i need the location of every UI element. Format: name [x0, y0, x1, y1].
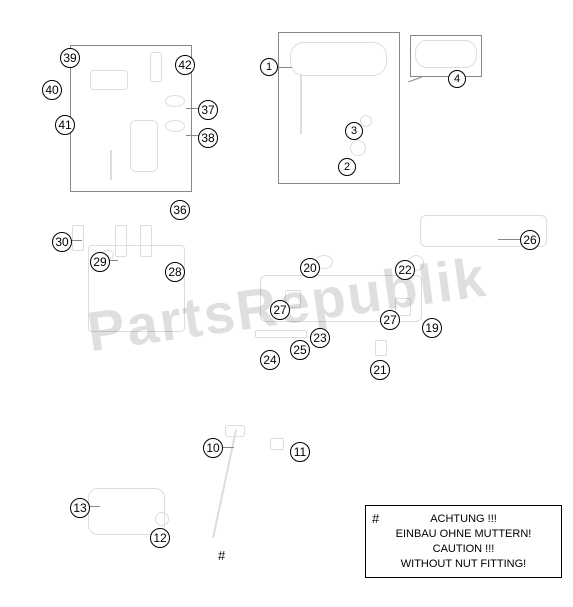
callout-4: 4	[448, 70, 466, 88]
callout-number: 27	[380, 310, 400, 330]
callout-40: 40	[42, 80, 62, 100]
caution-hash: #	[372, 510, 379, 528]
callout-28: 28	[165, 262, 185, 282]
callout-30: 30	[52, 232, 72, 252]
callout-number: 10	[203, 438, 223, 458]
part-nut-21	[375, 340, 387, 356]
callout-25: 25	[290, 340, 310, 360]
callout-24: 24	[260, 350, 280, 370]
leader	[498, 239, 520, 240]
callout-number: 42	[175, 55, 195, 75]
part-bolt-24	[255, 330, 307, 338]
part-cable-connector	[225, 425, 245, 437]
callout-27: 27	[380, 310, 400, 330]
callout-37: 37	[198, 100, 218, 120]
callout-number: 26	[520, 230, 540, 250]
callout-20: 20	[300, 258, 320, 278]
callout-13: 13	[70, 498, 90, 518]
callout-number: 1	[260, 58, 278, 76]
callout-number: 24	[260, 350, 280, 370]
callout-number: 41	[55, 115, 75, 135]
part-ignition-wire	[110, 150, 112, 180]
diagram-canvas: { "watermark": { "text": "PartsRepublik"…	[0, 0, 573, 607]
part-bolt-30	[72, 225, 84, 251]
callout-38: 38	[198, 128, 218, 148]
callout-number: 12	[150, 528, 170, 548]
callout-number: 19	[422, 318, 442, 338]
callout-39: 39	[60, 48, 80, 68]
callout-2: 2	[338, 158, 356, 176]
callout-22: 22	[395, 260, 415, 280]
caution-line4: WITHOUT NUT FITTING!	[376, 557, 551, 572]
callout-11: 11	[290, 442, 310, 462]
callout-number: 22	[395, 260, 415, 280]
callout-3: 3	[345, 122, 363, 140]
part-clip-11	[270, 438, 284, 450]
callout-number: 40	[42, 80, 62, 100]
part-gauge-body	[290, 42, 387, 76]
callout-29: 29	[90, 252, 110, 272]
callout-36: 36	[170, 200, 190, 220]
caution-line1: ACHTUNG !!!	[376, 512, 551, 527]
callout-number: 20	[300, 258, 320, 278]
part-washer-37	[165, 95, 185, 107]
callout-12: 12	[150, 528, 170, 548]
part-bolt-28b	[140, 225, 152, 257]
part-gauge-cover	[415, 40, 477, 68]
callout-number: 3	[345, 122, 363, 140]
leader	[278, 67, 292, 68]
part-grommet-12	[155, 512, 169, 526]
part-lock-barrel	[90, 70, 128, 90]
callout-number: 36	[170, 200, 190, 220]
callout-26: 26	[520, 230, 540, 250]
callout-number: 37	[198, 100, 218, 120]
callout-number: 13	[70, 498, 90, 518]
callout-42: 42	[175, 55, 195, 75]
callout-19: 19	[422, 318, 442, 338]
callout-number: 30	[52, 232, 72, 252]
callout-21: 21	[370, 360, 390, 380]
callout-number: 4	[448, 70, 466, 88]
callout-number: 25	[290, 340, 310, 360]
callout-number: 2	[338, 158, 356, 176]
callout-1: 1	[260, 58, 278, 76]
part-gauge-magnet	[350, 140, 366, 156]
callout-number: 11	[290, 442, 310, 462]
part-key	[150, 52, 162, 82]
callout-23: 23	[310, 328, 330, 348]
part-bolt-28a	[115, 225, 127, 257]
callout-number: 21	[370, 360, 390, 380]
part-gauge-wire	[300, 74, 302, 134]
part-washer-38	[165, 120, 185, 132]
caution-line2: EINBAU OHNE MUTTERN!	[376, 527, 551, 542]
callout-number: 27	[270, 300, 290, 320]
callout-number: 23	[310, 328, 330, 348]
callout-41: 41	[55, 115, 75, 135]
callout-number: 39	[60, 48, 80, 68]
hash-marker: #	[218, 548, 225, 563]
caution-box: # ACHTUNG !!! EINBAU OHNE MUTTERN! CAUTI…	[365, 505, 562, 578]
part-ignition-body	[130, 120, 158, 172]
callout-number: 28	[165, 262, 185, 282]
leader	[408, 77, 421, 83]
callout-number: 38	[198, 128, 218, 148]
caution-line3: CAUTION !!!	[376, 542, 551, 557]
callout-10: 10	[203, 438, 223, 458]
callout-27: 27	[270, 300, 290, 320]
callout-number: 29	[90, 252, 110, 272]
